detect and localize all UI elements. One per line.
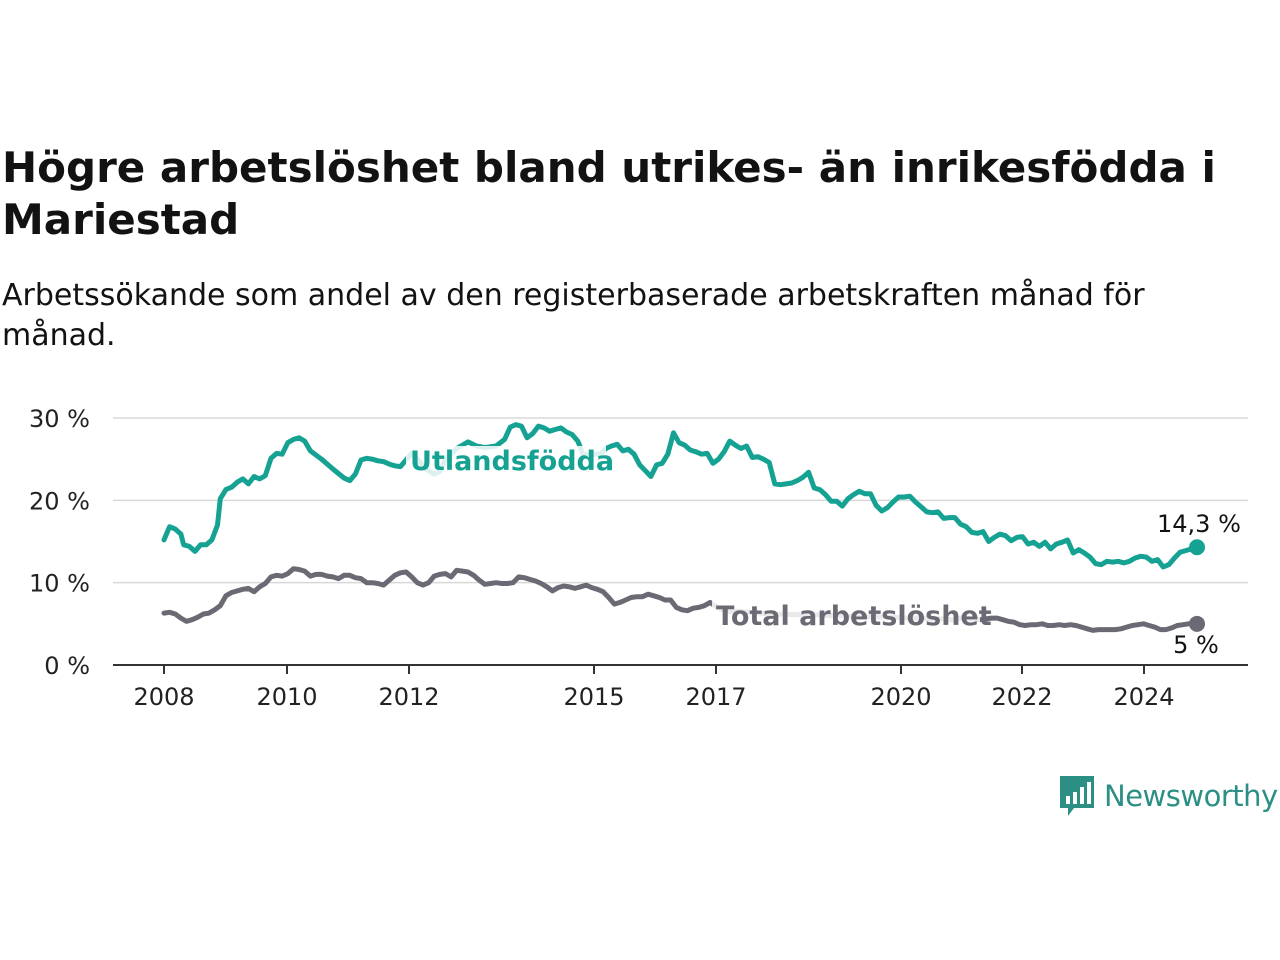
series-end-label: 14,3 % <box>1157 510 1241 538</box>
series-end-dot <box>1189 539 1205 556</box>
series-end-label: 5 % <box>1173 631 1219 659</box>
newsworthy-chart-bubble-icon <box>1060 776 1094 816</box>
x-tick-label: 2020 <box>870 683 931 711</box>
y-tick-label: 0 % <box>44 652 90 680</box>
x-tick-label: 2022 <box>991 683 1052 711</box>
series-label-background <box>712 601 980 633</box>
grid-lines <box>113 417 1248 584</box>
y-axis-ticks: 0 % 10 % 20 % 30 % <box>29 405 90 680</box>
x-tick-label: 2024 <box>1113 683 1174 711</box>
series-line <box>161 422 1200 570</box>
series-lines <box>161 422 1205 633</box>
y-tick-label: 10 % <box>29 570 90 598</box>
series-name-label: Utlandsfödda <box>410 446 614 477</box>
y-tick-label: 30 % <box>29 405 90 433</box>
x-axis-ticks: 2008 2010 2012 2015 2017 2020 2022 2024 <box>133 665 1175 711</box>
series-label-background <box>406 446 606 478</box>
series-line <box>161 566 1200 633</box>
x-tick-label: 2008 <box>133 683 194 711</box>
brand-name: Newsworthy <box>1104 779 1278 813</box>
y-tick-label: 20 % <box>29 487 90 515</box>
chart-subtitle: Arbetssökande som andel av den registerb… <box>2 278 1145 353</box>
newsworthy-logo: Newsworthy <box>1058 774 1278 818</box>
x-tick-label: 2015 <box>563 683 624 711</box>
line-chart: 0 % 10 % 20 % 30 % 2008 2010 2012 2015 2017 2020… <box>29 405 1248 711</box>
x-tick-label: 2012 <box>378 683 439 711</box>
series-labels: Utlandsfödda 14,3 % Total arbetslöshet 5 % <box>406 446 1241 659</box>
chart-title: Högre arbetslöshet bland utrikes- än inr… <box>2 143 1216 244</box>
series-name-label: Total arbetslöshet <box>716 601 992 632</box>
series-end-dot <box>1189 615 1205 632</box>
x-tick-label: 2010 <box>256 683 317 711</box>
x-tick-label: 2017 <box>685 683 746 711</box>
